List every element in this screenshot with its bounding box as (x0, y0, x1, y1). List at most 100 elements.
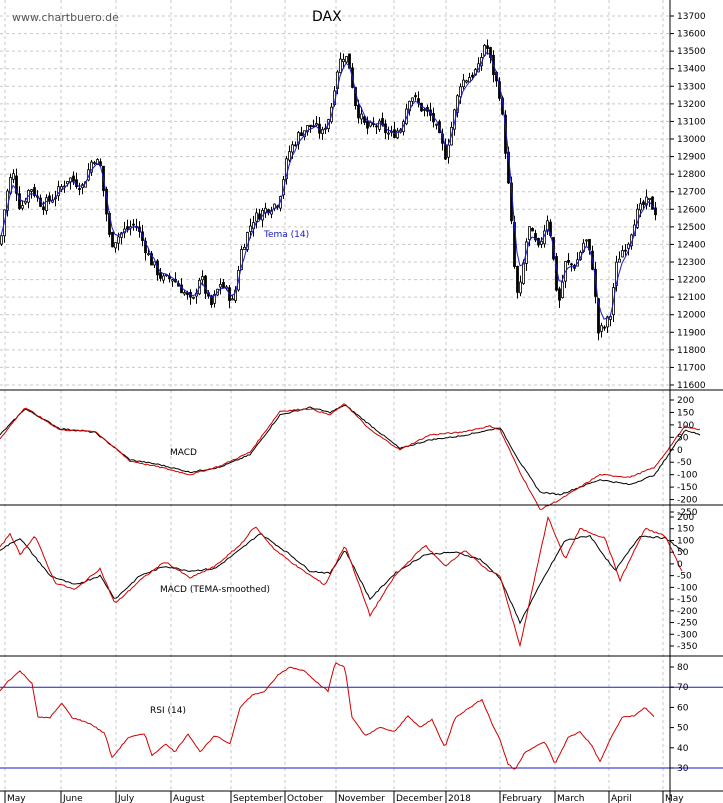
candle-body (411, 97, 414, 102)
price-tick-label: 13100 (677, 117, 706, 127)
candle-body (243, 246, 246, 250)
indicator-tick-label: -150 (677, 483, 698, 493)
candle-body (312, 125, 315, 128)
candle-body (342, 58, 345, 63)
indicator-tick-label: -200 (677, 607, 698, 617)
candle-body (210, 295, 213, 306)
candle-body (483, 44, 486, 56)
indicator-tick-label: 100 (677, 536, 694, 546)
candle-body (66, 181, 69, 185)
x-tick-label: May (7, 794, 26, 803)
indicator-tick-label: 50 (677, 724, 689, 734)
candle-body (291, 144, 294, 153)
candle-body (147, 253, 150, 256)
candle-body (258, 213, 261, 220)
macd-label: MACD (170, 448, 197, 458)
price-tick-label: 11700 (677, 363, 706, 373)
candle-body (72, 175, 75, 182)
candle-body (486, 45, 489, 49)
indicator-tick-label: -250 (677, 619, 698, 629)
indicator-tick-label: 40 (677, 744, 689, 754)
candle-body (360, 113, 363, 120)
price-tick-label: 12200 (677, 276, 706, 286)
candle-body (132, 223, 135, 226)
candle-body (363, 116, 366, 123)
x-tick-label: 2018 (448, 794, 471, 803)
candle-body (396, 130, 399, 139)
candle-body (456, 95, 459, 113)
tema-line (0, 51, 656, 320)
candle-body (144, 240, 147, 254)
indicator-tick-label: 50 (677, 433, 689, 443)
price-tick-label: 13400 (677, 65, 706, 75)
candle-body (375, 125, 378, 128)
candle-body (435, 123, 438, 126)
price-tick-label: 12700 (677, 188, 706, 198)
candle-body (534, 233, 537, 241)
candle-body (255, 212, 258, 222)
indicator-tick-label: 150 (677, 408, 694, 418)
price-tick-label: 12000 (677, 311, 706, 321)
indicator-tick-label: 150 (677, 525, 694, 535)
candle-body (516, 265, 519, 293)
candle-body (462, 79, 465, 88)
candle-body (33, 187, 36, 197)
candle-body (294, 144, 297, 147)
series-line (0, 404, 701, 496)
candle-body (423, 109, 426, 111)
price-tick-label: 12300 (677, 258, 706, 268)
indicator-tick-label: -100 (677, 471, 698, 481)
candle-body (60, 186, 63, 190)
candle-body (42, 206, 45, 211)
price-tick-label: 12800 (677, 170, 706, 180)
candle-body (315, 123, 318, 126)
candle-body (606, 316, 609, 328)
candle-body (558, 288, 561, 301)
series-line (0, 662, 655, 770)
price-tick-label: 13200 (677, 100, 706, 110)
price-tick-label: 11600 (677, 381, 706, 391)
rsi-label: RSI (14) (150, 706, 186, 716)
candle-body (654, 207, 657, 216)
watermark: www.chartbuero.de (12, 11, 119, 24)
candle-body (597, 298, 600, 334)
price-tick-label: 13600 (677, 30, 706, 40)
candle-body (45, 197, 48, 212)
candle-body (159, 272, 162, 279)
price-tick-label: 12600 (677, 205, 706, 215)
indicator-tick-label: -100 (677, 583, 698, 593)
candle-body (12, 173, 15, 180)
x-tick-label: March (557, 794, 584, 803)
candle-body (0, 235, 3, 245)
x-tick-label: October (287, 794, 323, 803)
indicator-tick-label: 0 (677, 560, 683, 570)
candle-body (150, 253, 153, 266)
candle-body (231, 298, 234, 301)
indicator-tick-label: -50 (677, 572, 692, 582)
candle-body (309, 124, 312, 128)
indicator-tick-label: 200 (677, 513, 694, 523)
indicator-tick-label: 70 (677, 683, 689, 693)
candle-body (528, 226, 531, 241)
price-tick-label: 12500 (677, 223, 706, 233)
x-tick-label: June (62, 794, 83, 803)
candle-body (387, 132, 390, 135)
candle-body (624, 249, 627, 252)
candle-body (546, 220, 549, 232)
candle-body (357, 104, 360, 119)
candle-body (645, 196, 648, 206)
series-line (0, 516, 683, 648)
candle-body (78, 188, 81, 190)
x-tick-label: November (338, 794, 385, 803)
candle-body (204, 275, 207, 294)
candle-body (447, 144, 450, 158)
price-tick-label: 12400 (677, 240, 706, 250)
price-panel (0, 39, 657, 341)
candle-body (111, 232, 114, 248)
candle-body (201, 276, 204, 281)
candle-body (639, 203, 642, 211)
candle-body (603, 326, 606, 329)
candle-body (378, 120, 381, 130)
candle-body (321, 129, 324, 135)
